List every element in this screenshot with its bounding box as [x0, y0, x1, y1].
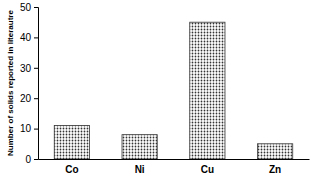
y-tick-label: 20 [20, 93, 32, 104]
y-axis-title: Number of solids reported in literautre [6, 10, 15, 156]
y-axis-line [34, 8, 39, 160]
x-tick: Cu [201, 159, 214, 175]
y-tick: 40 [20, 32, 38, 43]
y-tick-label: 30 [20, 63, 32, 74]
y-tick: 10 [20, 123, 38, 134]
y-axis: 0 10 20 30 40 50 [20, 2, 39, 165]
y-tick-label: 0 [25, 154, 31, 165]
bar [54, 126, 89, 159]
bars [54, 22, 292, 159]
x-axis-line [39, 159, 310, 160]
y-tick: 0 [25, 154, 38, 165]
plot: 0 10 20 30 40 50 Co Ni Cu Zn [20, 2, 310, 175]
x-axis: Co Ni Cu Zn [39, 159, 310, 175]
y-tick: 50 [20, 2, 38, 13]
y-tick-label: 50 [20, 2, 32, 13]
x-tick: Zn [269, 159, 281, 175]
x-tick-label: Co [65, 164, 78, 175]
x-tick: Co [65, 159, 78, 175]
y-tick: 30 [20, 63, 38, 74]
bar [190, 22, 225, 159]
x-tick-label: Cu [201, 164, 214, 175]
y-tick-label: 10 [20, 123, 32, 134]
chart-svg: 0 10 20 30 40 50 Co Ni Cu Zn Number of solids repo… [0, 0, 312, 187]
chart-container: 0 10 20 30 40 50 Co Ni Cu Zn Number of solids repo… [0, 0, 312, 187]
y-tick-mark [34, 7, 38, 8]
bar [122, 135, 157, 159]
bar [258, 144, 293, 159]
x-tick-label: Ni [135, 164, 145, 175]
y-tick-mark [34, 37, 38, 38]
y-tick-mark [34, 98, 38, 99]
y-tick-label: 40 [20, 32, 32, 43]
y-tick-mark [34, 129, 38, 130]
x-tick-label: Zn [269, 164, 281, 175]
y-tick-mark [34, 159, 38, 160]
x-tick: Ni [135, 159, 145, 175]
y-tick: 20 [20, 93, 38, 104]
y-tick-mark [34, 68, 38, 69]
